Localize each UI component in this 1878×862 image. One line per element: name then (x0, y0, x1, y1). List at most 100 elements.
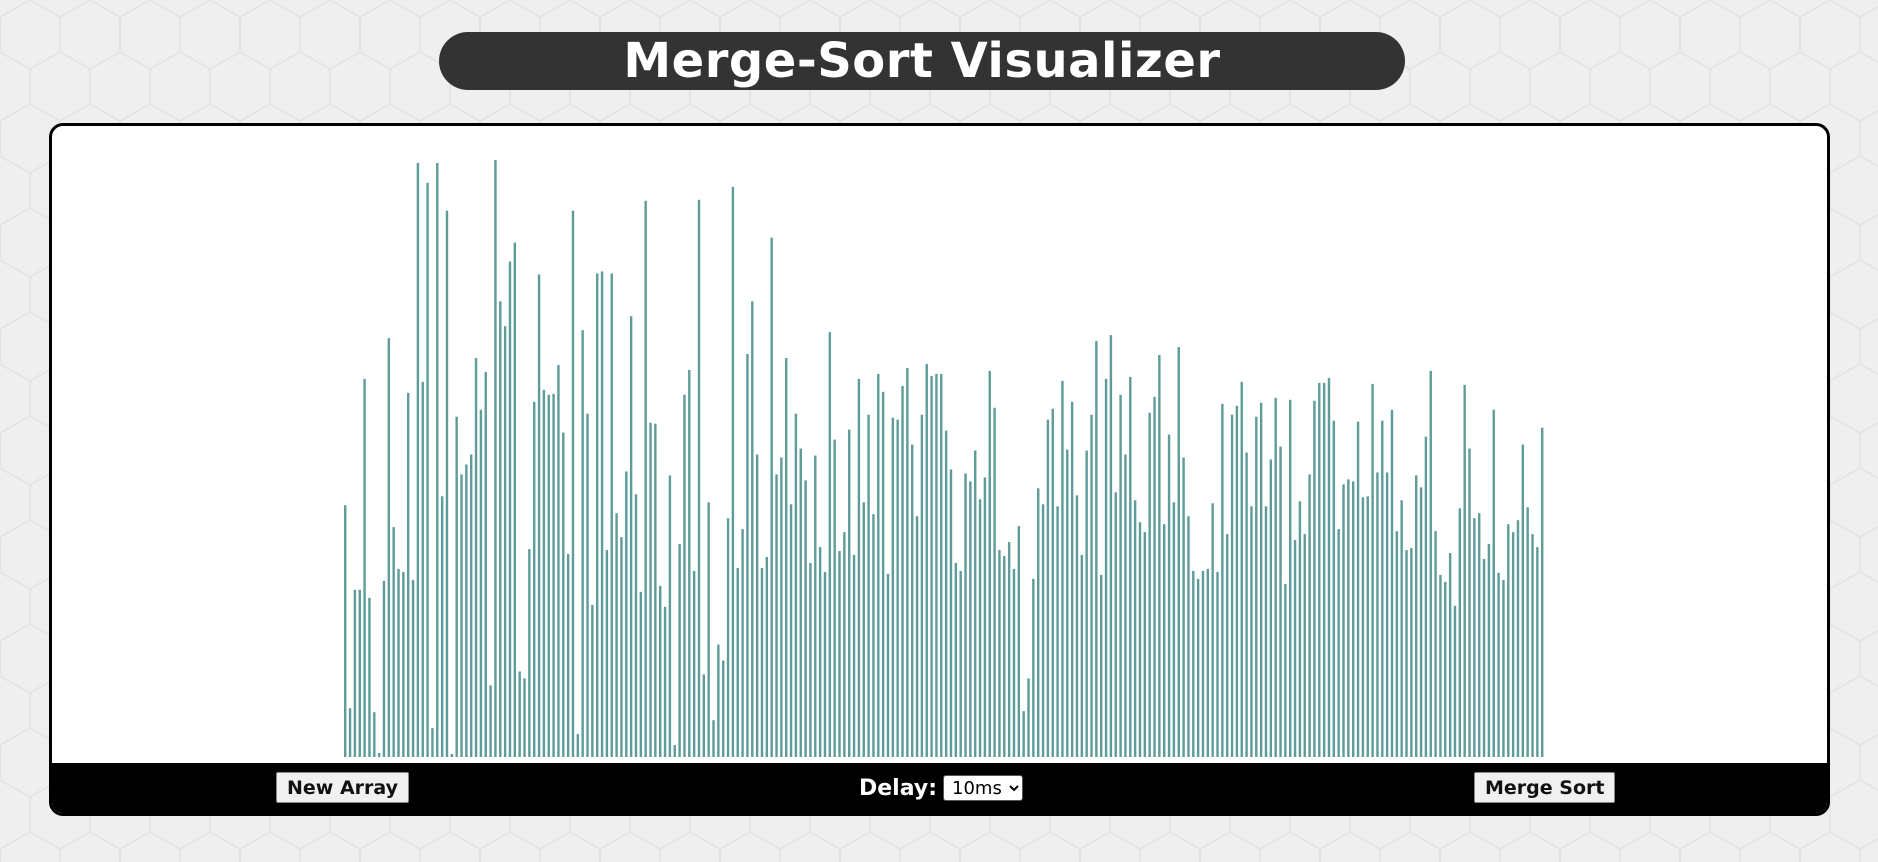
array-bar (964, 473, 967, 757)
array-bar (1133, 500, 1137, 757)
array-bar (1230, 414, 1234, 757)
array-bar (1313, 400, 1316, 757)
array-bar (770, 237, 773, 758)
array-bar (1516, 520, 1520, 757)
array-bar (702, 674, 706, 757)
array-bar (1279, 446, 1282, 757)
array-bar (1318, 382, 1321, 757)
array-bar (901, 385, 904, 757)
array-bar (1187, 516, 1190, 757)
array-bar (692, 570, 696, 757)
array-bar (1410, 548, 1413, 757)
array-bar (1250, 506, 1253, 757)
array-bar (474, 358, 478, 757)
array-bar (552, 393, 555, 757)
array-bar (1104, 378, 1108, 757)
array-bar (930, 375, 933, 757)
array-bar (707, 502, 710, 757)
array-bar (1487, 544, 1491, 757)
array-bar (1201, 570, 1205, 757)
delay-select[interactable]: 10ms (943, 775, 1024, 801)
array-bar (387, 338, 391, 757)
array-bar (1003, 556, 1006, 757)
array-bar (954, 562, 958, 758)
array-bar (678, 544, 681, 757)
array-bar (659, 585, 662, 757)
delay-label: Delay: (859, 775, 938, 801)
array-bar (809, 562, 812, 758)
array-bar (852, 555, 856, 757)
array-bar (421, 381, 424, 757)
array-bar (785, 358, 788, 757)
array-bar (877, 373, 880, 757)
array-bar (1206, 568, 1210, 757)
array-bar (1453, 605, 1457, 757)
array-bar (1400, 500, 1403, 757)
array-bar (1497, 572, 1500, 757)
array-bar (484, 371, 487, 757)
array-bar (746, 354, 749, 757)
array-bar (537, 274, 541, 757)
array-bar (1327, 377, 1331, 757)
array-bar (489, 685, 492, 757)
array-bar (925, 363, 928, 757)
array-bar (1124, 454, 1127, 757)
array-bar (557, 364, 560, 757)
array-bar (741, 529, 744, 757)
new-array-button[interactable]: New Array (276, 772, 410, 803)
array-bar (1390, 409, 1394, 757)
array-bar (993, 407, 996, 757)
array-bar (736, 567, 739, 757)
array-bar (1289, 399, 1292, 757)
array-bar (1148, 412, 1151, 757)
array-bar (1075, 495, 1079, 757)
array-bar (765, 557, 769, 757)
array-bar (571, 210, 575, 757)
array-bar (1385, 472, 1389, 757)
array-bar (1361, 497, 1365, 757)
array-bar (1182, 457, 1185, 757)
delay-control: Delay: 10ms (859, 771, 1024, 805)
array-bar (382, 580, 386, 757)
array-bar (639, 591, 643, 757)
array-bar (1119, 394, 1122, 757)
array-bar (576, 734, 580, 757)
array-bar (838, 551, 841, 757)
array-bar (465, 464, 468, 757)
array-bar (911, 444, 914, 757)
array-bar (872, 514, 875, 757)
array-bar (353, 589, 357, 757)
array-bar (586, 413, 589, 757)
array-bar (1041, 504, 1045, 757)
array-bar (891, 417, 895, 757)
array-bar (1531, 534, 1534, 757)
array-bar (818, 547, 822, 757)
array-bar (600, 271, 604, 757)
array-bar (1511, 532, 1515, 757)
array-bar (649, 422, 652, 757)
array-bar (944, 430, 948, 757)
array-bar (411, 579, 415, 757)
array-bar (581, 330, 584, 757)
merge-sort-button[interactable]: Merge Sort (1474, 772, 1616, 803)
array-bar (751, 301, 754, 757)
array-bar (562, 432, 565, 757)
array-bar (1444, 581, 1447, 757)
array-bar (1090, 414, 1093, 757)
array-bar (634, 494, 638, 757)
array-bar (523, 678, 526, 757)
array-bar (789, 504, 793, 757)
array-bar (392, 527, 395, 757)
array-bar (518, 671, 521, 757)
array-bar (1007, 542, 1011, 757)
array-bar (1032, 578, 1035, 757)
array-bar (1541, 427, 1544, 757)
array-bar (629, 316, 633, 757)
array-bar (983, 477, 987, 757)
array-bar (542, 389, 546, 757)
array-bar (1022, 711, 1025, 757)
array-bar (794, 413, 798, 757)
array-bar (654, 423, 657, 757)
array-bar (755, 454, 759, 757)
array-bar (596, 273, 599, 757)
